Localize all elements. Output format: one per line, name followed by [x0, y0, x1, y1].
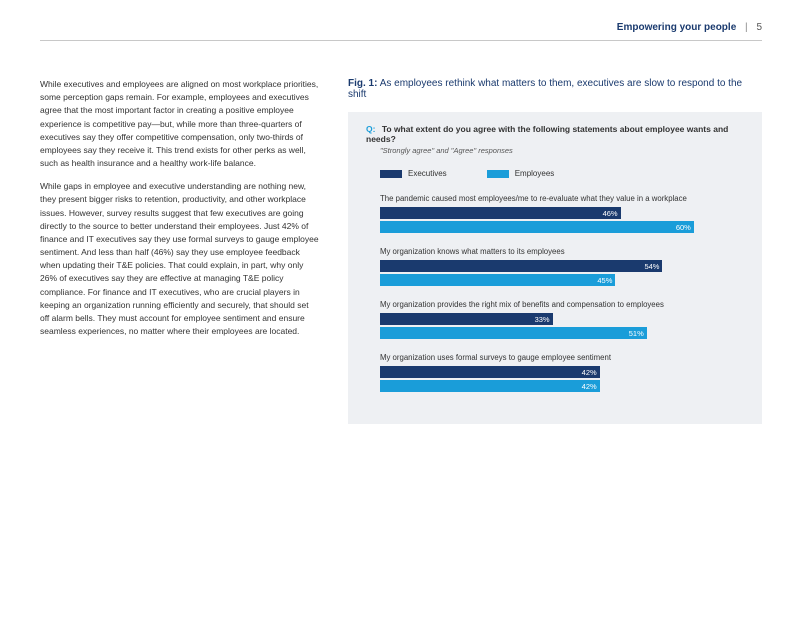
page-header: Empowering your people | 5: [617, 22, 762, 33]
bar-value-label: 33%: [535, 315, 550, 324]
bar-track: 42%: [380, 380, 720, 392]
bar-employees: 60%: [380, 221, 694, 233]
chart-statement: My organization provides the right mix o…: [380, 300, 744, 339]
bar-value-label: 60%: [676, 223, 691, 232]
bar-track: 33%: [380, 313, 720, 325]
document-page: Empowering your people | 5 While executi…: [0, 0, 802, 620]
bar-executives: 42%: [380, 366, 600, 378]
legend-label-employees: Employees: [515, 169, 555, 178]
body-paragraph: While gaps in employee and executive und…: [40, 180, 320, 338]
legend-swatch-employees: [487, 170, 509, 178]
bar-value-label: 45%: [597, 276, 612, 285]
bar-track: 42%: [380, 366, 720, 378]
legend-label-executives: Executives: [408, 169, 447, 178]
bar-executives: 33%: [380, 313, 553, 325]
content-area: While executives and employees are align…: [40, 78, 762, 590]
header-rule: [40, 40, 762, 41]
bar-track: 60%: [380, 221, 720, 233]
bar-employees: 51%: [380, 327, 647, 339]
bar-employees: 42%: [380, 380, 600, 392]
figure-title-text: As employees rethink what matters to the…: [348, 78, 742, 100]
statement-label: The pandemic caused most employees/me to…: [380, 194, 744, 203]
figure-column: Fig. 1: As employees rethink what matter…: [348, 78, 762, 590]
header-separator: |: [745, 22, 748, 33]
bar-value-label: 51%: [629, 329, 644, 338]
statement-label: My organization knows what matters to it…: [380, 247, 744, 256]
statement-label: My organization provides the right mix o…: [380, 300, 744, 309]
bar-track: 54%: [380, 260, 720, 272]
chart-subtitle: "Strongly agree" and "Agree" responses: [380, 146, 744, 155]
bar-executives: 54%: [380, 260, 662, 272]
chart-container: Q: To what extent do you agree with the …: [348, 112, 762, 424]
bar-value-label: 42%: [582, 368, 597, 377]
legend-swatch-executives: [380, 170, 402, 178]
bar-track: 45%: [380, 274, 720, 286]
bar-executives: 46%: [380, 207, 621, 219]
bar-employees: 45%: [380, 274, 615, 286]
bar-track: 46%: [380, 207, 720, 219]
legend-item-employees: Employees: [487, 169, 555, 178]
chart-statement: The pandemic caused most employees/me to…: [380, 194, 744, 233]
chart-question: Q: To what extent do you agree with the …: [366, 124, 744, 144]
chart-statement: My organization knows what matters to it…: [380, 247, 744, 286]
body-paragraph: While executives and employees are align…: [40, 78, 320, 170]
question-mark: Q:: [366, 124, 375, 134]
bar-value-label: 54%: [644, 262, 659, 271]
page-number: 5: [756, 22, 762, 33]
chart-bars-region: The pandemic caused most employees/me to…: [366, 194, 744, 392]
statement-label: My organization uses formal surveys to g…: [380, 353, 744, 362]
question-text: To what extent do you agree with the fol…: [366, 124, 728, 144]
bar-value-label: 42%: [582, 382, 597, 391]
chart-legend: Executives Employees: [380, 169, 744, 178]
bar-track: 51%: [380, 327, 720, 339]
figure-title: Fig. 1: As employees rethink what matter…: [348, 78, 762, 100]
bar-value-label: 46%: [603, 209, 618, 218]
chart-statement: My organization uses formal surveys to g…: [380, 353, 744, 392]
body-text-column: While executives and employees are align…: [40, 78, 320, 590]
header-title: Empowering your people: [617, 22, 736, 33]
figure-label: Fig. 1:: [348, 78, 377, 89]
legend-item-executives: Executives: [380, 169, 447, 178]
